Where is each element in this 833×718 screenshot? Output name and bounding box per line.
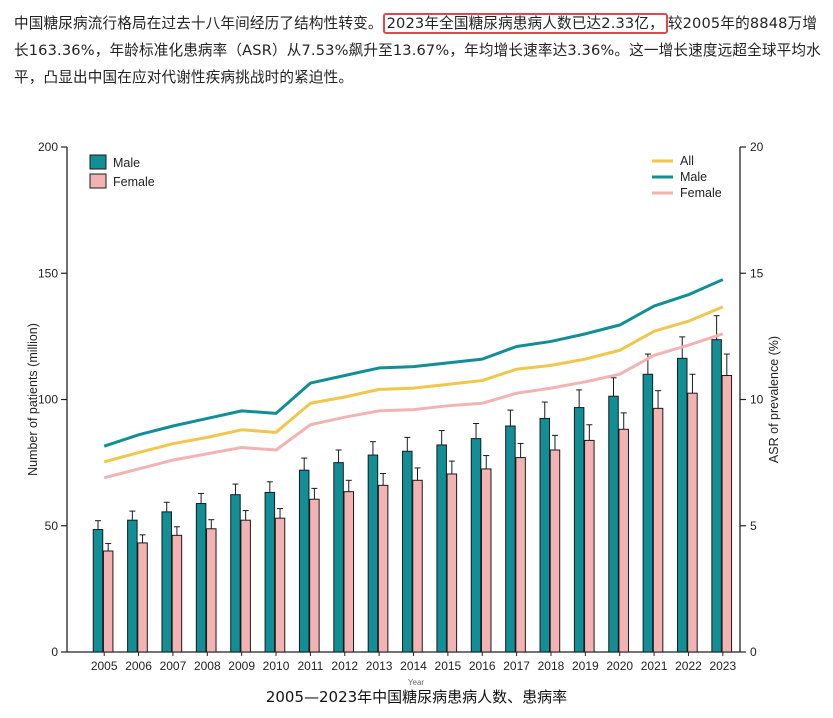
bar-female (171, 534, 183, 653)
x-tick-label: 2022 (675, 659, 702, 673)
bar-male (402, 450, 413, 653)
x-tick-label: 2009 (228, 659, 255, 673)
bar-male (573, 407, 585, 653)
x-tick-label: 2017 (503, 659, 530, 673)
bar-male (642, 373, 654, 653)
x-tick-label: 2013 (366, 659, 393, 673)
intro-text-1: 中国糖尿病流行格局在过去十八年间经历了结构性转变。 (14, 15, 383, 32)
bar-female (377, 484, 389, 653)
bar-male (127, 519, 138, 653)
y-right-tick-label: 0 (750, 645, 757, 659)
bar-female (412, 479, 423, 653)
legend-label-male-line: Male (680, 170, 707, 184)
x-tick-label: 2011 (297, 659, 323, 673)
bar-male (436, 444, 447, 653)
bar-female (721, 375, 733, 653)
x-tick-label: 2006 (125, 659, 152, 673)
bar-male (333, 462, 344, 653)
line-female (103, 332, 724, 480)
bar-female (480, 468, 492, 653)
x-tick-label: 2008 (194, 659, 221, 673)
bar-male (298, 469, 310, 653)
legend-label-female-line: Female (680, 186, 722, 200)
line-male (103, 278, 724, 448)
legend-swatch-female-bar (89, 173, 107, 189)
x-tick-label: 2005 (91, 659, 118, 673)
y-left-axis-title: Number of patients (million) (26, 323, 40, 476)
legend-label-all-line: All (680, 154, 694, 168)
bar-female (584, 439, 595, 653)
bar-female (102, 550, 114, 653)
y-left-tick-label: 200 (38, 140, 58, 154)
x-tick-label: 2012 (331, 659, 358, 673)
x-axis-title: Year (408, 678, 425, 687)
bar-male (92, 529, 104, 653)
plot-area: 0 50 100 150 200 0 5 10 15 20 Number of patients (… (26, 140, 781, 687)
bar-male (470, 438, 482, 653)
legend-label-female-bar: Female (113, 175, 155, 189)
x-tick-label: 2015 (435, 659, 462, 673)
y-left-tick-label: 50 (45, 519, 59, 533)
x-tick-label: 2016 (469, 659, 496, 673)
x-tick-label: 2020 (606, 659, 633, 673)
bar-male (367, 454, 379, 653)
intro-paragraph: 中国糖尿病流行格局在过去十八年间经历了结构性转变。 2023年全国糖尿病患病人数已… (14, 10, 822, 91)
bar-female (240, 519, 251, 653)
y-right-axis-title: ASR of prevalence (%) (767, 336, 781, 463)
bar-female (137, 542, 148, 653)
y-right-tick-label: 15 (750, 266, 764, 280)
y-right-tick-label: 20 (750, 140, 764, 154)
x-tick-label: 2021 (641, 659, 668, 673)
diabetes-chart: 0 50 100 150 200 0 5 10 15 20 Number of patients (… (26, 140, 781, 687)
bar-male (711, 339, 722, 653)
bar-male (161, 511, 172, 653)
bar-male (195, 503, 207, 653)
legend-label-male-bar: Male (113, 156, 140, 170)
bar-female (343, 491, 355, 653)
y-left-tick-label: 100 (38, 393, 58, 407)
bar-male (676, 357, 688, 653)
bar-female (549, 449, 561, 653)
x-tick-label: 2023 (709, 659, 736, 673)
legend-swatch-male-bar (89, 154, 107, 170)
bar-male (539, 417, 551, 653)
x-tick-label: 2018 (538, 659, 565, 673)
x-tick-label: 2007 (160, 659, 187, 673)
x-tick-label: 2010 (263, 659, 290, 673)
line-all (103, 305, 724, 464)
bar-female (515, 457, 526, 653)
intro-text-2: 较2005年的8848万增长163.36%，年龄标准化患病率（ASR）从7.53… (14, 15, 821, 86)
x-tick-label: 2019 (572, 659, 599, 673)
y-right-tick-label: 5 (750, 519, 757, 533)
highlighted-statistic: 2023年全国糖尿病患病人数已达2.33亿， (382, 13, 668, 34)
bar-female (618, 428, 629, 653)
bar-female (687, 392, 698, 653)
x-tick-label: 2014 (400, 659, 427, 673)
y-right-tick-label: 10 (750, 393, 764, 407)
y-left-tick-label: 0 (51, 645, 58, 659)
bar-female (446, 473, 458, 653)
bar-female (206, 528, 217, 653)
bar-male (264, 491, 276, 653)
bar-male (230, 494, 241, 653)
bar-male (505, 425, 516, 653)
bar-female (309, 498, 320, 653)
bar-female (274, 517, 286, 653)
bar-female (652, 407, 664, 653)
y-left-tick-label: 150 (38, 266, 58, 280)
chart-caption: 2005—2023年中国糖尿病患病人数、患病率 (265, 688, 568, 706)
bar-male (608, 395, 619, 653)
